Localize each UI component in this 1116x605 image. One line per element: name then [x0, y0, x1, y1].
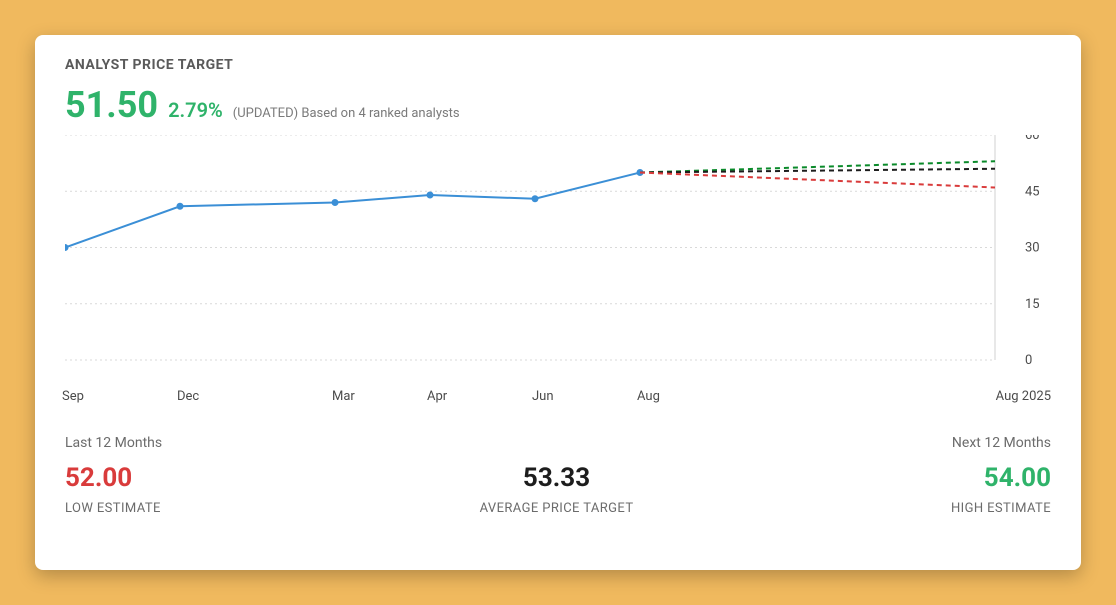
high-estimate-value: 54.00 — [984, 465, 1051, 491]
x-tick-label: Apr — [427, 389, 447, 404]
headline-row: 51.50 2.79% (UPDATED) Based on 4 ranked … — [65, 87, 1051, 123]
x-tick-label-end: Aug 2025 — [996, 389, 1051, 404]
summary-high-col: Next 12 Months 54.00 HIGH ESTIMATE — [951, 435, 1051, 516]
avg-target-value: 53.33 — [523, 465, 590, 491]
target-subtext: (UPDATED) Based on 4 ranked analysts — [233, 106, 460, 121]
target-pct-change: 2.79% — [168, 98, 223, 122]
svg-text:30: 30 — [1025, 241, 1040, 256]
svg-text:60: 60 — [1025, 135, 1040, 143]
x-tick-label: Sep — [62, 389, 84, 404]
low-estimate-label: LOW ESTIMATE — [65, 501, 161, 516]
chart-svg: 0 15 30 45 60 — [65, 135, 1051, 370]
svg-text:0: 0 — [1025, 353, 1032, 368]
svg-text:15: 15 — [1025, 297, 1040, 312]
period-last-12: Last 12 Months — [65, 435, 162, 451]
svg-text:45: 45 — [1025, 184, 1040, 199]
x-tick-label: Jun — [532, 389, 554, 404]
x-tick-label: Mar — [332, 389, 355, 404]
price-target-chart: 0 15 30 45 60 — [65, 135, 1051, 385]
summary-low-col: Last 12 Months 52.00 LOW ESTIMATE — [65, 435, 162, 516]
section-title: ANALYST PRICE TARGET — [65, 57, 1051, 73]
avg-target-label: AVERAGE PRICE TARGET — [480, 501, 634, 516]
target-price: 51.50 — [65, 87, 158, 123]
period-next-12: Next 12 Months — [952, 435, 1051, 451]
summary-avg-col: 53.33 AVERAGE PRICE TARGET — [480, 435, 634, 516]
analyst-price-target-card: ANALYST PRICE TARGET 51.50 2.79% (UPDATE… — [35, 35, 1081, 570]
high-estimate-label: HIGH ESTIMATE — [951, 501, 1051, 516]
low-estimate-value: 52.00 — [65, 465, 132, 491]
period-spacer — [555, 435, 558, 451]
x-tick-label: Aug — [637, 389, 660, 404]
x-tick-label: Dec — [177, 389, 199, 404]
chart-x-axis: Sep Dec Mar Apr Jun Aug Aug 2025 — [65, 389, 1051, 407]
summary-row: Last 12 Months 52.00 LOW ESTIMATE 53.33 … — [65, 435, 1051, 516]
